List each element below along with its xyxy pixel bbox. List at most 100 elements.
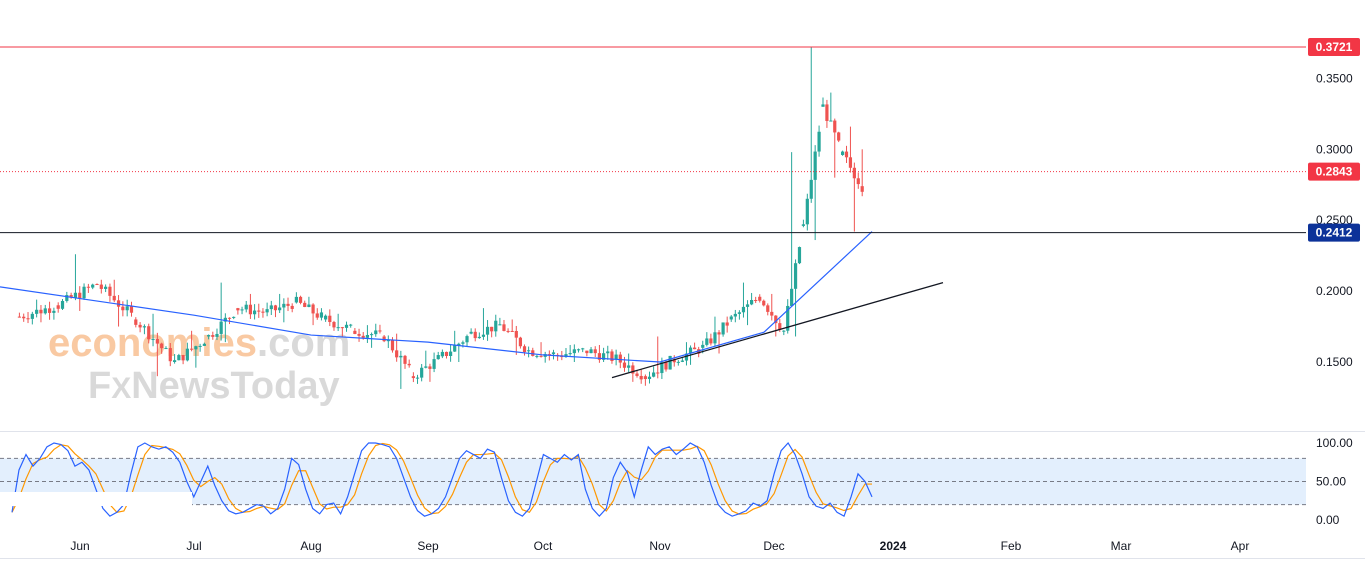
candle-body — [498, 324, 502, 326]
candle-body — [527, 350, 531, 352]
candle-body — [502, 324, 506, 331]
candle-body — [116, 300, 121, 307]
candle-body — [420, 367, 424, 378]
candle-body — [324, 315, 328, 320]
candle-body — [762, 300, 766, 306]
candle-body — [211, 335, 215, 337]
candle-body — [786, 305, 790, 331]
candle-body — [294, 296, 298, 303]
candle-body — [473, 331, 477, 339]
candle-body — [353, 330, 357, 334]
candle-body — [693, 347, 697, 350]
candle-body — [365, 334, 370, 338]
resistance-price-tag: 0.3721 — [1316, 40, 1353, 54]
candle-body — [448, 351, 453, 356]
stochastic-oscillator — [0, 442, 1306, 518]
candle-body — [680, 360, 684, 362]
candle-body — [514, 330, 518, 338]
candle-body — [160, 343, 164, 349]
candle-body — [860, 186, 864, 192]
candle-body — [290, 305, 294, 309]
candle-body — [52, 310, 56, 313]
candle-body — [547, 354, 551, 356]
watermark-economies: economies.com — [48, 321, 350, 365]
candle-body — [424, 366, 428, 368]
watermark-fxnewstoday: FXNewsToday — [88, 365, 340, 407]
candle-body — [39, 309, 43, 314]
candle-body — [627, 365, 631, 368]
candle-body — [833, 120, 837, 133]
candle-body — [60, 300, 65, 309]
candle-body — [589, 349, 593, 354]
candle-body — [684, 353, 689, 361]
candle-body — [485, 326, 490, 335]
candle-body — [223, 317, 227, 322]
candle-body — [610, 351, 614, 362]
candle-body — [332, 322, 336, 328]
candle-body — [252, 310, 257, 315]
candle-body — [770, 311, 774, 316]
candle-body — [108, 286, 112, 296]
candle-body — [510, 330, 514, 332]
candle-body — [219, 321, 223, 334]
candle-body — [457, 343, 461, 346]
candle-body — [717, 332, 721, 335]
time-axis-tick: Apr — [1231, 539, 1250, 553]
candle-body — [469, 331, 473, 334]
time-axis-tick: Sep — [417, 539, 439, 553]
candle-body — [758, 296, 762, 301]
candle-body — [844, 151, 849, 158]
candle-body — [198, 345, 202, 347]
candle-body — [411, 376, 415, 379]
stochastic-d-line — [11, 442, 872, 515]
candlestick-series — [17, 47, 864, 389]
candle-body — [461, 342, 465, 344]
candle-body — [190, 348, 194, 350]
candle-body — [432, 359, 436, 369]
candle-body — [22, 316, 26, 319]
candle-body — [340, 327, 344, 329]
candle-body — [374, 330, 378, 335]
candle-body — [185, 348, 189, 361]
horizontal-levels — [0, 46, 1306, 379]
candle-body — [369, 334, 374, 336]
axes: 0.35000.30000.25000.20000.1500100.0050.0… — [70, 71, 1353, 553]
candle-body — [531, 350, 535, 356]
candle-body — [597, 353, 602, 360]
candle-body — [518, 337, 523, 347]
candle-body — [248, 304, 253, 315]
candle-body — [26, 318, 30, 320]
time-axis-tick: Feb — [1001, 539, 1022, 553]
candle-body — [73, 292, 78, 298]
candle-body — [307, 304, 311, 307]
candle-body — [829, 120, 833, 122]
stochastic-k-line — [11, 442, 873, 518]
candle-body — [585, 350, 589, 354]
candle-body — [282, 303, 286, 308]
price-axis-tick: 0.1500 — [1316, 355, 1353, 369]
candle-body — [737, 312, 741, 314]
candle-body — [709, 338, 713, 344]
time-axis-tick: Oct — [534, 539, 553, 553]
candle-body — [821, 104, 825, 107]
candle-body — [147, 326, 151, 340]
candle-body — [202, 343, 206, 346]
candle-body — [278, 307, 282, 311]
candle-body — [539, 355, 543, 357]
candle-body — [809, 179, 813, 199]
price-axis-tick: 0.3000 — [1316, 142, 1353, 156]
trend-line — [611, 281, 944, 379]
candle-body — [852, 167, 856, 179]
candle-body — [568, 353, 572, 355]
candle-body — [664, 362, 668, 370]
chart-grid — [0, 431, 1365, 559]
candle-body — [745, 304, 750, 307]
candle-body — [782, 330, 786, 332]
candle-body — [688, 347, 693, 354]
candle-body — [593, 349, 597, 354]
candle-body — [319, 312, 324, 318]
candle-body — [481, 334, 486, 337]
candle-body — [215, 333, 219, 337]
candle-body — [635, 373, 639, 376]
